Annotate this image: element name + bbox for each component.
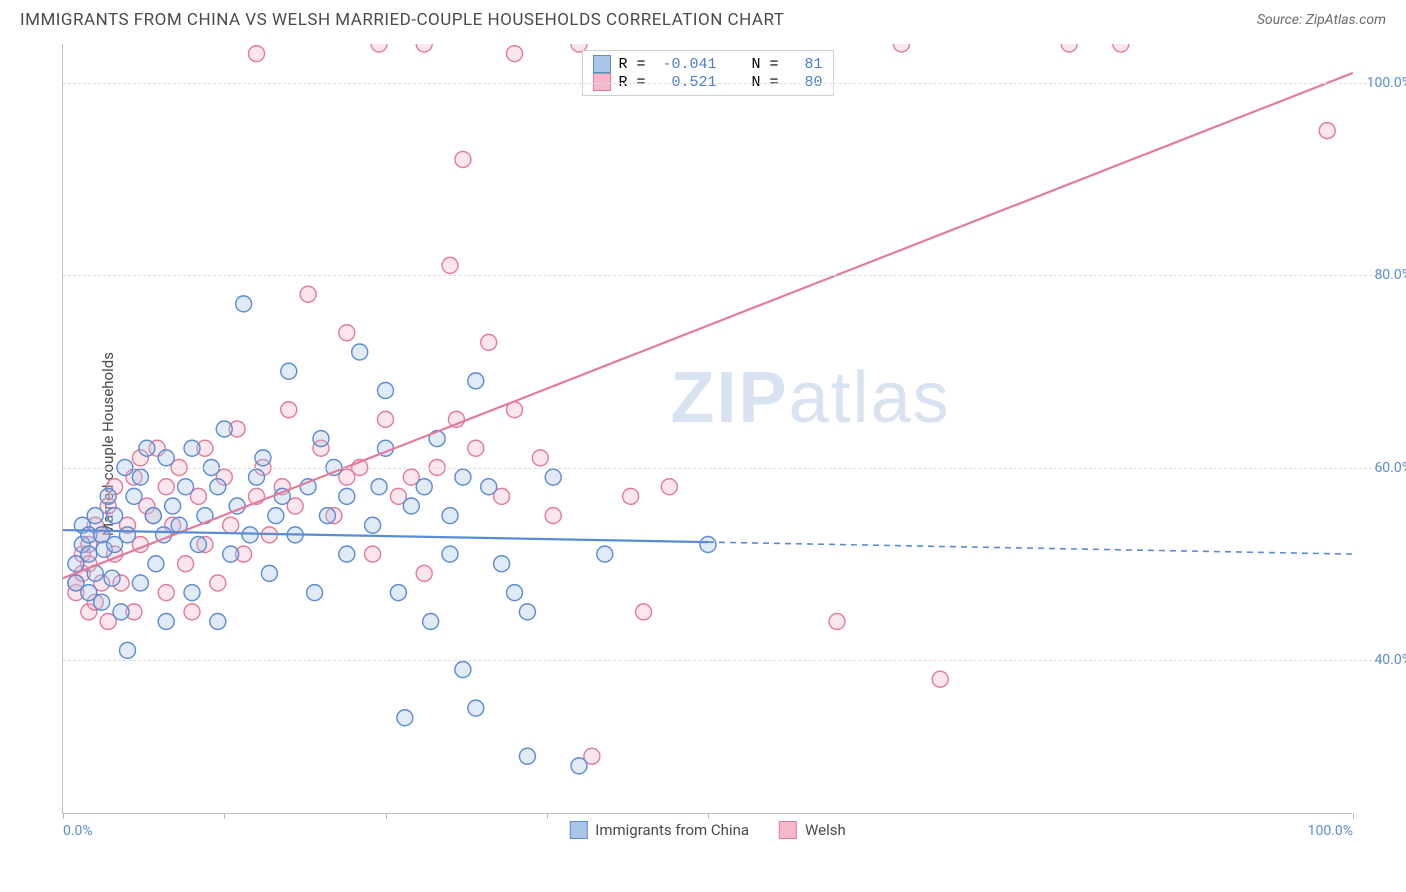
y-tick-label: 80.0%	[1374, 267, 1406, 283]
x-tick	[63, 813, 64, 819]
correlation-row-china: R = -0.041 N = 81	[592, 55, 822, 73]
swatch-china	[592, 55, 610, 73]
series-legend: Immigrants from China Welsh	[569, 821, 845, 839]
x-tick	[386, 813, 387, 819]
n-value-china: 81	[805, 56, 823, 73]
x-tick-label: 0.0%	[63, 823, 93, 839]
x-tick	[547, 813, 548, 819]
chart-svg	[63, 44, 1353, 814]
x-tick	[1353, 813, 1354, 819]
chart-container: Married-couple Households ZIPatlas R = -…	[20, 44, 1386, 844]
y-tick-label: 60.0%	[1374, 460, 1406, 476]
chart-title: IMMIGRANTS FROM CHINA VS WELSH MARRIED-C…	[20, 10, 784, 30]
x-tick-label: 100.0%	[1308, 823, 1353, 839]
swatch-welsh-icon	[779, 821, 797, 839]
r-label: R =	[618, 56, 654, 73]
gridline	[63, 275, 1382, 276]
correlation-legend: R = -0.041 N = 81 R = 0.521 N = 80	[581, 50, 833, 96]
source-prefix: Source:	[1257, 12, 1306, 28]
legend-label-welsh: Welsh	[805, 821, 846, 839]
legend-item-welsh: Welsh	[779, 821, 846, 839]
gridline	[63, 660, 1382, 661]
legend-item-china: Immigrants from China	[569, 821, 749, 839]
legend-label-china: Immigrants from China	[595, 821, 749, 839]
r-value-china: -0.041	[662, 56, 716, 73]
x-tick	[708, 813, 709, 819]
source-attribution: Source: ZipAtlas.com	[1257, 12, 1386, 28]
n-label: N =	[725, 56, 797, 73]
gridline	[63, 468, 1382, 469]
x-tick	[224, 813, 225, 819]
y-tick-label: 100.0%	[1367, 75, 1406, 91]
gridline	[63, 83, 1382, 84]
y-tick-label: 40.0%	[1374, 652, 1406, 668]
source-name: ZipAtlas.com	[1306, 12, 1386, 28]
swatch-china-icon	[569, 821, 587, 839]
plot-area: ZIPatlas R = -0.041 N = 81 R = 0.521 N =…	[62, 44, 1352, 814]
